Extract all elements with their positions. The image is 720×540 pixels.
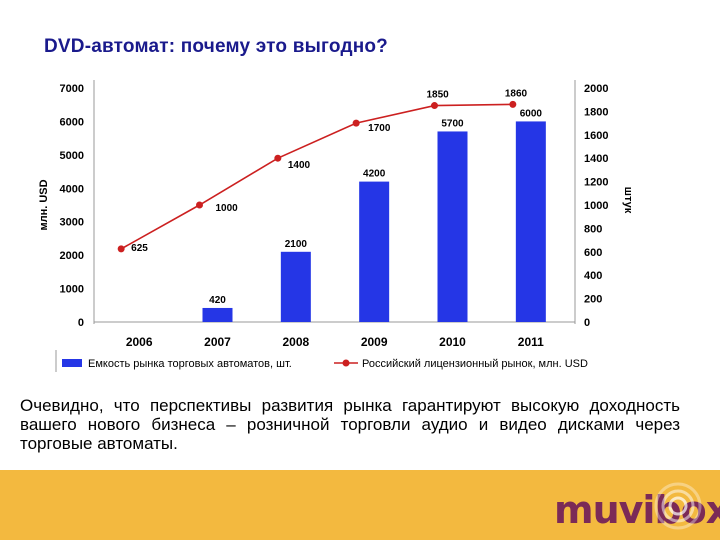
- bar: [359, 181, 390, 322]
- left-tick-label: 3000: [60, 217, 84, 229]
- right-tick-label: 400: [584, 270, 602, 282]
- right-tick-label: 1000: [584, 200, 608, 212]
- bar-label: 6000: [520, 108, 543, 119]
- series-line: [120, 103, 513, 250]
- right-tick-label: 0: [584, 317, 590, 329]
- right-axis-title: штук: [622, 187, 634, 214]
- left-tick-label: 0: [78, 317, 84, 329]
- bar-label: 2100: [285, 239, 308, 250]
- line-point: [274, 154, 282, 162]
- left-tick-label: 4000: [60, 183, 84, 195]
- left-tick-label: 7000: [60, 83, 84, 95]
- description-paragraph: Очевидно, что перспективы развития рынка…: [20, 396, 680, 453]
- bar-label: 420: [209, 295, 226, 306]
- right-tick-label: 1200: [584, 177, 608, 189]
- category-label: 2010: [439, 335, 466, 349]
- line-point: [431, 102, 438, 110]
- right-tick-label: 600: [584, 247, 602, 259]
- brand-logo: muvibox: [548, 478, 720, 534]
- category-label: 2007: [204, 335, 231, 349]
- right-tick-label: 200: [584, 294, 602, 306]
- left-tick-label: 1000: [60, 284, 84, 296]
- line-label: 625: [131, 243, 148, 254]
- footer-band: [0, 470, 720, 540]
- legend-swatch-bar: [62, 359, 82, 367]
- bar: [280, 251, 311, 322]
- left-tick-label: 5000: [60, 150, 84, 162]
- bar: [202, 307, 233, 322]
- line-point: [117, 245, 125, 253]
- logo-rings-icon: [654, 482, 702, 530]
- combo-chart: 0 1000 2000 3000 4000 5000 6000 7000 0 200 400 600 8…: [38, 80, 634, 372]
- page-title: DVD-автомат: почему это выгодно?: [44, 36, 388, 57]
- left-tick-label: 6000: [60, 116, 84, 128]
- line-label: 1400: [288, 160, 311, 171]
- line-point: [196, 201, 203, 209]
- legend-label: Российский лицензионный рынок, млн. USD: [362, 358, 588, 370]
- bar-label: 5700: [441, 118, 464, 129]
- line-label: 1850: [427, 90, 450, 101]
- legend-label: Емкость рынка торговых автоматов, шт.: [88, 358, 292, 370]
- line-point: [509, 100, 517, 108]
- line-label: 1000: [216, 203, 239, 214]
- line-label: 1700: [368, 123, 391, 134]
- right-tick-label: 1600: [584, 130, 608, 142]
- line-point: [352, 119, 360, 127]
- bar: [437, 131, 468, 322]
- category-label: 2008: [282, 335, 309, 349]
- category-label: 2009: [361, 335, 388, 349]
- chart-axes: 0 1000 2000 3000 4000 5000 6000 7000 0 200 400 600 8…: [38, 80, 634, 349]
- bar: [515, 121, 546, 322]
- right-tick-label: 2000: [584, 83, 608, 95]
- category-label: 2006: [126, 335, 153, 349]
- category-label: 2011: [518, 335, 544, 349]
- right-tick-label: 800: [584, 223, 602, 235]
- line-label: 1860: [505, 88, 528, 99]
- chart-bars: 420 2100 4200 5700 6000: [202, 108, 546, 322]
- left-tick-label: 2000: [60, 250, 84, 262]
- right-tick-label: 1400: [584, 153, 608, 165]
- legend-swatch-dot: [342, 359, 350, 367]
- right-tick-label: 1800: [584, 106, 608, 118]
- left-axis-title: млн. USD: [38, 179, 50, 230]
- chart-legend: Емкость рынка торговых автоматов, шт. Рос…: [55, 350, 588, 372]
- chart-line: 625 1000 1400 1700 1850 1860: [117, 88, 528, 254]
- bar-label: 4200: [363, 169, 386, 180]
